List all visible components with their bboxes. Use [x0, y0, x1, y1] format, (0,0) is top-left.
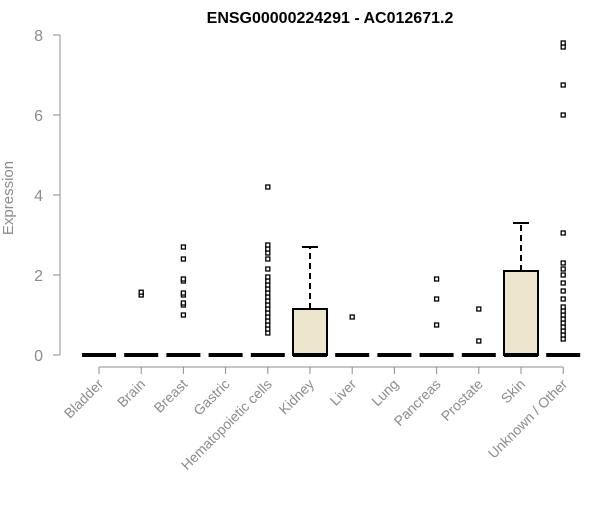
x-tick-label: Kidney: [276, 376, 318, 418]
y-tick-label: 0: [34, 348, 43, 365]
x-tick-label: Pancreas: [391, 376, 444, 429]
outlier-point: [560, 296, 566, 302]
x-tick-label: Prostate: [438, 376, 486, 424]
box-series: [82, 40, 581, 357]
box-group: [335, 314, 370, 357]
outlier-point: [265, 266, 271, 272]
outlier-point: [433, 322, 440, 328]
x-tick-label: Bladder: [61, 376, 107, 422]
outlier-point: [560, 82, 566, 88]
outlier-point: [560, 260, 566, 266]
outlier-point: [560, 266, 566, 272]
y-tick-label: 6: [34, 108, 43, 125]
outlier-point: [560, 112, 566, 118]
x-tick-label: Unknown / Other: [485, 376, 571, 462]
y-tick-label: 2: [34, 268, 43, 285]
outlier-point: [349, 314, 355, 320]
box-group: [250, 184, 285, 357]
box-body: [292, 308, 328, 356]
outlier-point: [560, 280, 566, 286]
box-group: [503, 222, 539, 357]
outlier-point: [560, 304, 566, 310]
outlier-point: [265, 184, 271, 190]
outlier-point: [180, 300, 187, 306]
x-tick-label: Liver: [327, 376, 360, 409]
box-group: [166, 244, 201, 357]
x-tick-label: Lung: [368, 376, 401, 409]
box-group: [292, 246, 328, 357]
y-tick-label: 4: [34, 188, 43, 205]
outlier-point: [180, 244, 187, 250]
outlier-point: [476, 306, 482, 312]
x-tick-label: Brain: [114, 376, 148, 410]
x-tick-label: Breast: [151, 376, 191, 416]
outlier-point: [180, 256, 187, 262]
chart-title: ENSG00000224291 - AC012671.2: [207, 10, 454, 27]
outlier-point: [180, 290, 187, 296]
y-tick-label: 8: [34, 28, 43, 45]
outlier-point: [476, 338, 482, 344]
box-group: [419, 276, 454, 357]
outlier-point: [180, 312, 187, 318]
x-tick-label: Skin: [498, 376, 529, 407]
outlier-point: [265, 274, 271, 280]
outlier-point: [560, 230, 566, 236]
outlier-point: [433, 276, 440, 282]
outlier-point: [180, 276, 187, 282]
y-axis-label: Expression: [0, 161, 17, 235]
outlier-point: [560, 288, 566, 294]
outlier-point: [138, 289, 144, 295]
outlier-point: [265, 242, 271, 248]
y-axis: 0 2 4 6 8: [34, 28, 61, 365]
outlier-point: [560, 40, 566, 46]
outlier-point: [265, 256, 271, 262]
box-group: [461, 306, 496, 357]
outlier-point: [433, 296, 440, 302]
outlier-point: [560, 272, 566, 278]
box-group: [546, 40, 581, 357]
box-body: [503, 270, 539, 356]
box-group: [124, 289, 159, 357]
